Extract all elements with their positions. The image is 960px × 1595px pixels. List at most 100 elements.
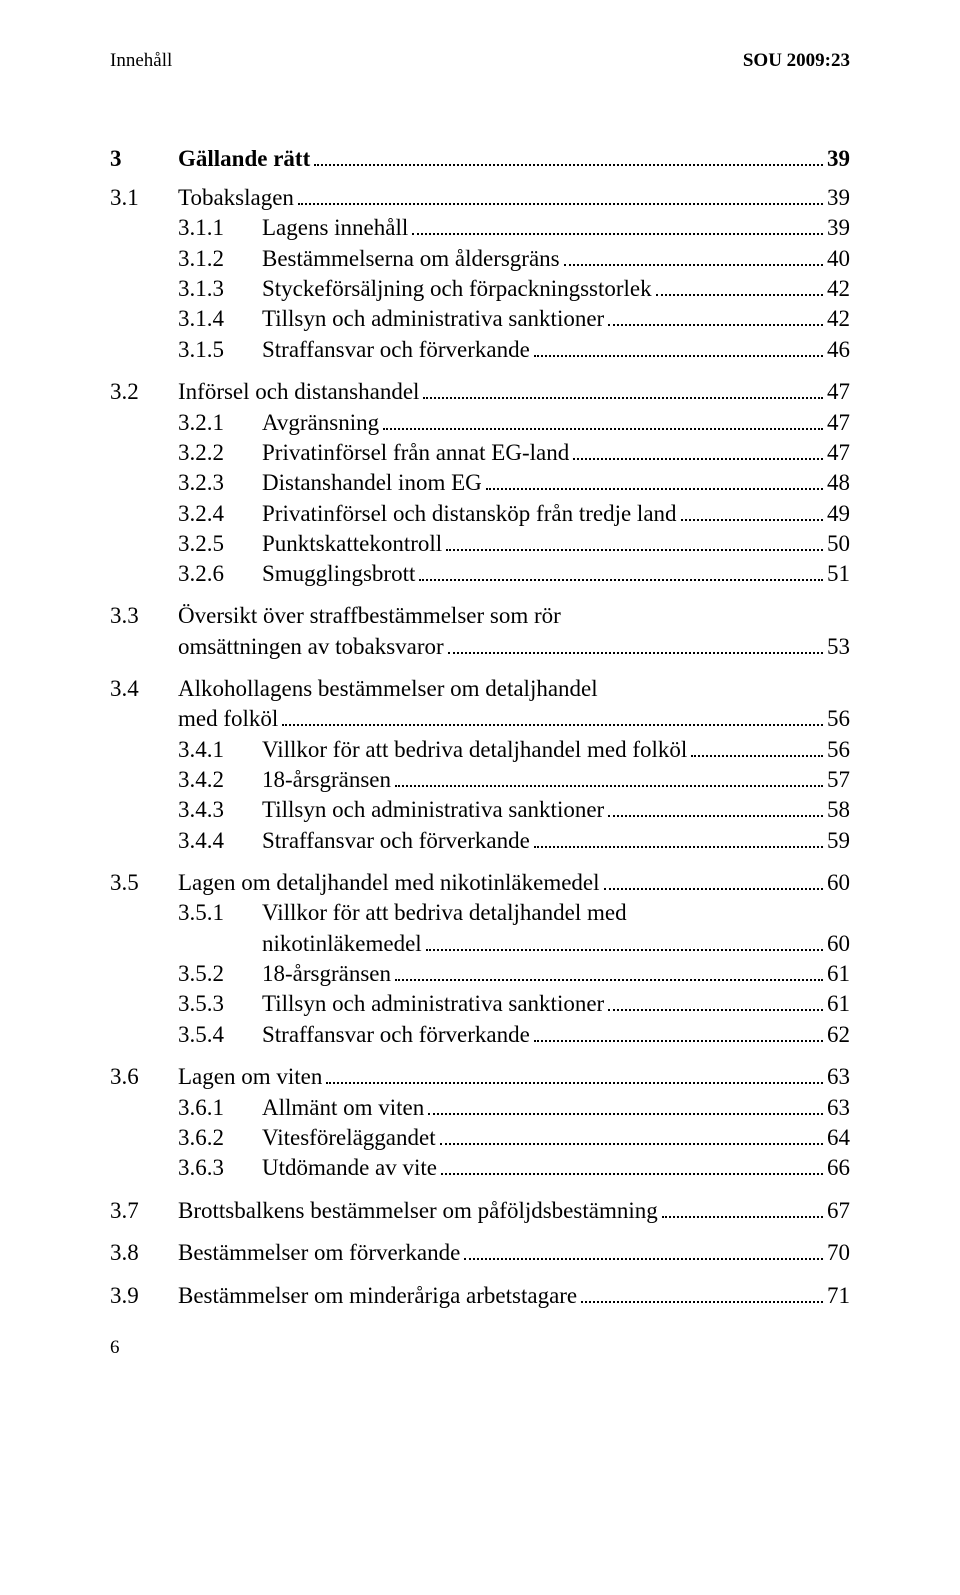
toc-leader	[662, 1197, 823, 1217]
toc-section-title: Tobakslagen	[178, 185, 294, 211]
toc-subsection-num: 3.1.3	[178, 276, 262, 302]
toc-section-page: 56	[827, 706, 850, 732]
toc-leader	[440, 1125, 823, 1145]
page-header: Innehåll SOU 2009:23	[110, 50, 850, 72]
toc-leader	[656, 276, 823, 296]
toc-leader	[412, 215, 823, 235]
toc-subsection-page: 47	[827, 410, 850, 436]
toc-subsection-num: 3.6.3	[178, 1155, 262, 1181]
toc-section-title: Lagen om detaljhandel med nikotinläkemed…	[178, 870, 600, 896]
toc-subsection-page: 46	[827, 337, 850, 363]
toc-leader	[423, 379, 823, 399]
toc-subsection-num: 3.2.3	[178, 470, 262, 496]
toc-leader	[395, 961, 823, 981]
toc-subsection-num: 3.1.4	[178, 306, 262, 332]
toc-section-title-line2: med folköl	[178, 706, 278, 732]
toc-leader	[441, 1155, 823, 1175]
header-right: SOU 2009:23	[743, 50, 850, 72]
toc-section-num: 3.9	[110, 1283, 178, 1309]
toc-section-title-line2: omsättningen av tobaksvaror	[178, 634, 444, 660]
toc-subsection-num: 3.6.1	[178, 1095, 262, 1121]
toc-subsection-num: 3.2.5	[178, 531, 262, 557]
toc-subsection-num: 3.4.1	[178, 737, 262, 763]
toc-section-page: 39	[827, 185, 850, 211]
toc-subsection-page: 48	[827, 470, 850, 496]
toc-chapter-page: 39	[827, 146, 850, 172]
toc-section-num: 3.5	[110, 870, 178, 896]
toc-section-page: 53	[827, 634, 850, 660]
toc-leader	[604, 870, 823, 890]
toc-leader	[383, 409, 823, 429]
toc-subsection-page: 56	[827, 737, 850, 763]
toc-subsection-page: 51	[827, 561, 850, 587]
toc-subsection-num: 3.5.4	[178, 1022, 262, 1048]
toc-subsection-num: 3.2.1	[178, 410, 262, 436]
toc-leader	[608, 797, 823, 817]
toc-subsection-num: 3.4.2	[178, 767, 262, 793]
toc-subsection-page: 61	[827, 961, 850, 987]
toc-subsection-title: Privatinförsel från annat EG-land	[262, 440, 569, 466]
toc-leader	[691, 736, 823, 756]
toc-section-num: 3.2	[110, 379, 178, 405]
toc-section-title: Brottsbalkens bestämmelser om påföljdsbe…	[178, 1198, 658, 1224]
toc-subsection-page: 61	[827, 991, 850, 1017]
toc-subsection-num: 3.1.1	[178, 215, 262, 241]
toc-section-page: 60	[827, 870, 850, 896]
toc-subsection-title: Utdömande av vite	[262, 1155, 437, 1181]
toc-subsection-title: Tillsyn och administrativa sanktioner	[262, 306, 604, 332]
toc-subsection-title: Villkor för att bedriva detaljhandel med…	[262, 737, 687, 763]
toc-section-page: 70	[827, 1240, 850, 1266]
toc-section-title-line1: Alkohollagens bestämmelser om detaljhand…	[178, 676, 598, 702]
toc-subsection-page: 58	[827, 797, 850, 823]
header-left: Innehåll	[110, 50, 172, 72]
toc-subsection-page: 60	[827, 931, 850, 957]
toc-subsection-title: Straffansvar och förverkande	[262, 1022, 530, 1048]
toc-subsection-page: 63	[827, 1095, 850, 1121]
toc-subsection-page: 42	[827, 306, 850, 332]
toc-subsection-title-line2: nikotinläkemedel	[262, 931, 422, 957]
toc-subsection-title: Tillsyn och administrativa sanktioner	[262, 991, 604, 1017]
toc-subsection-title-line1: Villkor för att bedriva detaljhandel med	[262, 900, 627, 926]
toc-leader	[326, 1064, 823, 1084]
toc-subsection-title: Lagens innehåll	[262, 215, 408, 241]
toc-subsection-title: Avgränsning	[262, 410, 379, 436]
toc-section-title: Bestämmelser om minderåriga arbetstagare	[178, 1283, 577, 1309]
toc-leader	[534, 827, 823, 847]
toc-leader	[608, 306, 823, 326]
toc-subsection-page: 64	[827, 1125, 850, 1151]
toc-section-title: Bestämmelser om förverkande	[178, 1240, 460, 1266]
toc-subsection-page: 57	[827, 767, 850, 793]
toc-subsection-page: 42	[827, 276, 850, 302]
toc-chapter-num: 3	[110, 146, 178, 172]
toc-leader	[428, 1094, 823, 1114]
toc-subsection-title: 18-årsgränsen	[262, 767, 391, 793]
toc-subsection-page: 40	[827, 246, 850, 272]
toc-subsection-title: Straffansvar och förverkande	[262, 828, 530, 854]
toc-leader	[298, 184, 823, 204]
toc-leader	[419, 561, 823, 581]
toc-subsection-title: Vitesföreläggandet	[262, 1125, 436, 1151]
toc-subsection-num: 3.2.4	[178, 501, 262, 527]
toc-subsection-num: 3.4.4	[178, 828, 262, 854]
toc-leader	[446, 531, 823, 551]
toc-subsection-num: 3.1.2	[178, 246, 262, 272]
toc-subsection-num: 3.5.1	[178, 900, 262, 926]
toc-subsection-page: 50	[827, 531, 850, 557]
toc-subsection-title: 18-årsgränsen	[262, 961, 391, 987]
toc-section-page: 71	[827, 1283, 850, 1309]
toc-leader	[448, 633, 823, 653]
toc-leader	[464, 1240, 823, 1260]
toc-leader	[486, 470, 823, 490]
toc-leader	[534, 336, 823, 356]
toc-section-title-line1: Översikt över straffbestämmelser som rör	[178, 603, 561, 629]
toc-leader	[608, 991, 823, 1011]
toc-section-num: 3.8	[110, 1240, 178, 1266]
toc-leader	[581, 1282, 823, 1302]
toc-leader	[573, 440, 823, 460]
toc-section-page: 63	[827, 1064, 850, 1090]
toc-subsection-title: Punktskattekontroll	[262, 531, 442, 557]
toc-subsection-title: Allmänt om viten	[262, 1095, 424, 1121]
toc-leader	[314, 146, 823, 166]
toc-subsection-num: 3.2.6	[178, 561, 262, 587]
toc-section-num: 3.4	[110, 676, 178, 702]
